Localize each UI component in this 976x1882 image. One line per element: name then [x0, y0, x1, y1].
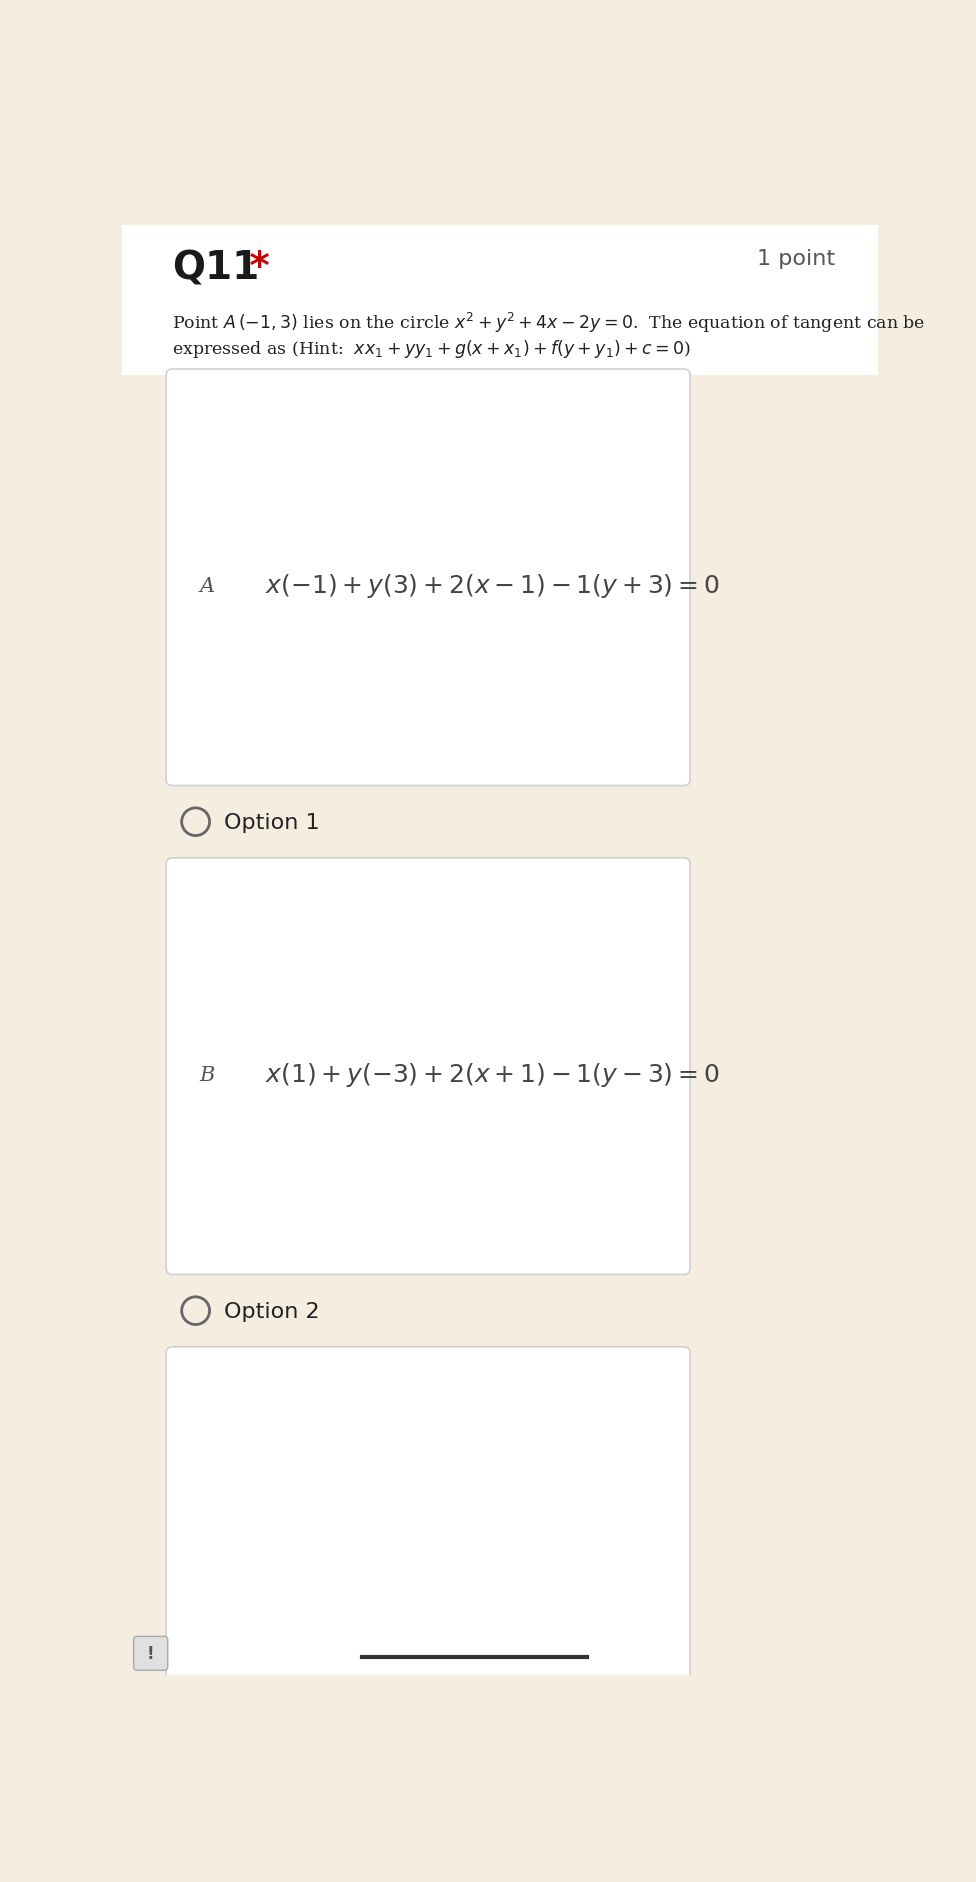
- FancyBboxPatch shape: [166, 1348, 690, 1681]
- Text: 1 point: 1 point: [756, 248, 835, 269]
- FancyBboxPatch shape: [122, 226, 878, 376]
- Text: B: B: [199, 1065, 215, 1084]
- Text: A: A: [199, 576, 215, 595]
- Text: Option 2: Option 2: [224, 1300, 319, 1321]
- Text: Option 1: Option 1: [224, 813, 319, 832]
- Text: *: *: [236, 248, 269, 286]
- FancyBboxPatch shape: [166, 858, 690, 1274]
- FancyBboxPatch shape: [166, 369, 690, 787]
- Text: expressed as (Hint:  $xx_1+yy_1+g(x+x_1)+f(y+y_1)+c=0$): expressed as (Hint: $xx_1+yy_1+g(x+x_1)+…: [173, 337, 691, 359]
- Text: Point $A\,(-1, 3)$ lies on the circle $x^2+y^2+4x-2y=0$.  The equation of tangen: Point $A\,(-1, 3)$ lies on the circle $x…: [173, 311, 925, 335]
- Text: !: !: [146, 1645, 154, 1662]
- Text: $x(-1)+y(3)+2(x-1)-1(y+3)=0$: $x(-1)+y(3)+2(x-1)-1(y+3)=0$: [265, 572, 720, 600]
- Text: $x(1)+y(-3)+2(x+1)-1(y-3)=0$: $x(1)+y(-3)+2(x+1)-1(y-3)=0$: [265, 1061, 720, 1088]
- Text: Q11: Q11: [173, 248, 260, 286]
- FancyBboxPatch shape: [134, 1637, 168, 1671]
